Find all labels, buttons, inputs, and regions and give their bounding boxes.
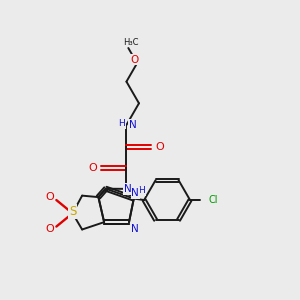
Text: O: O <box>130 55 139 65</box>
Text: Cl: Cl <box>208 195 218 205</box>
Text: N: N <box>129 120 137 130</box>
Text: S: S <box>69 205 76 218</box>
Text: O: O <box>46 192 54 202</box>
Text: N: N <box>124 184 132 194</box>
Text: N: N <box>131 224 139 234</box>
Text: O: O <box>46 224 54 235</box>
Text: O: O <box>155 142 164 152</box>
Text: O: O <box>89 163 98 173</box>
Text: N: N <box>131 188 139 198</box>
Text: H: H <box>118 119 125 128</box>
Text: H: H <box>138 186 145 195</box>
Text: H₃C: H₃C <box>124 38 139 47</box>
